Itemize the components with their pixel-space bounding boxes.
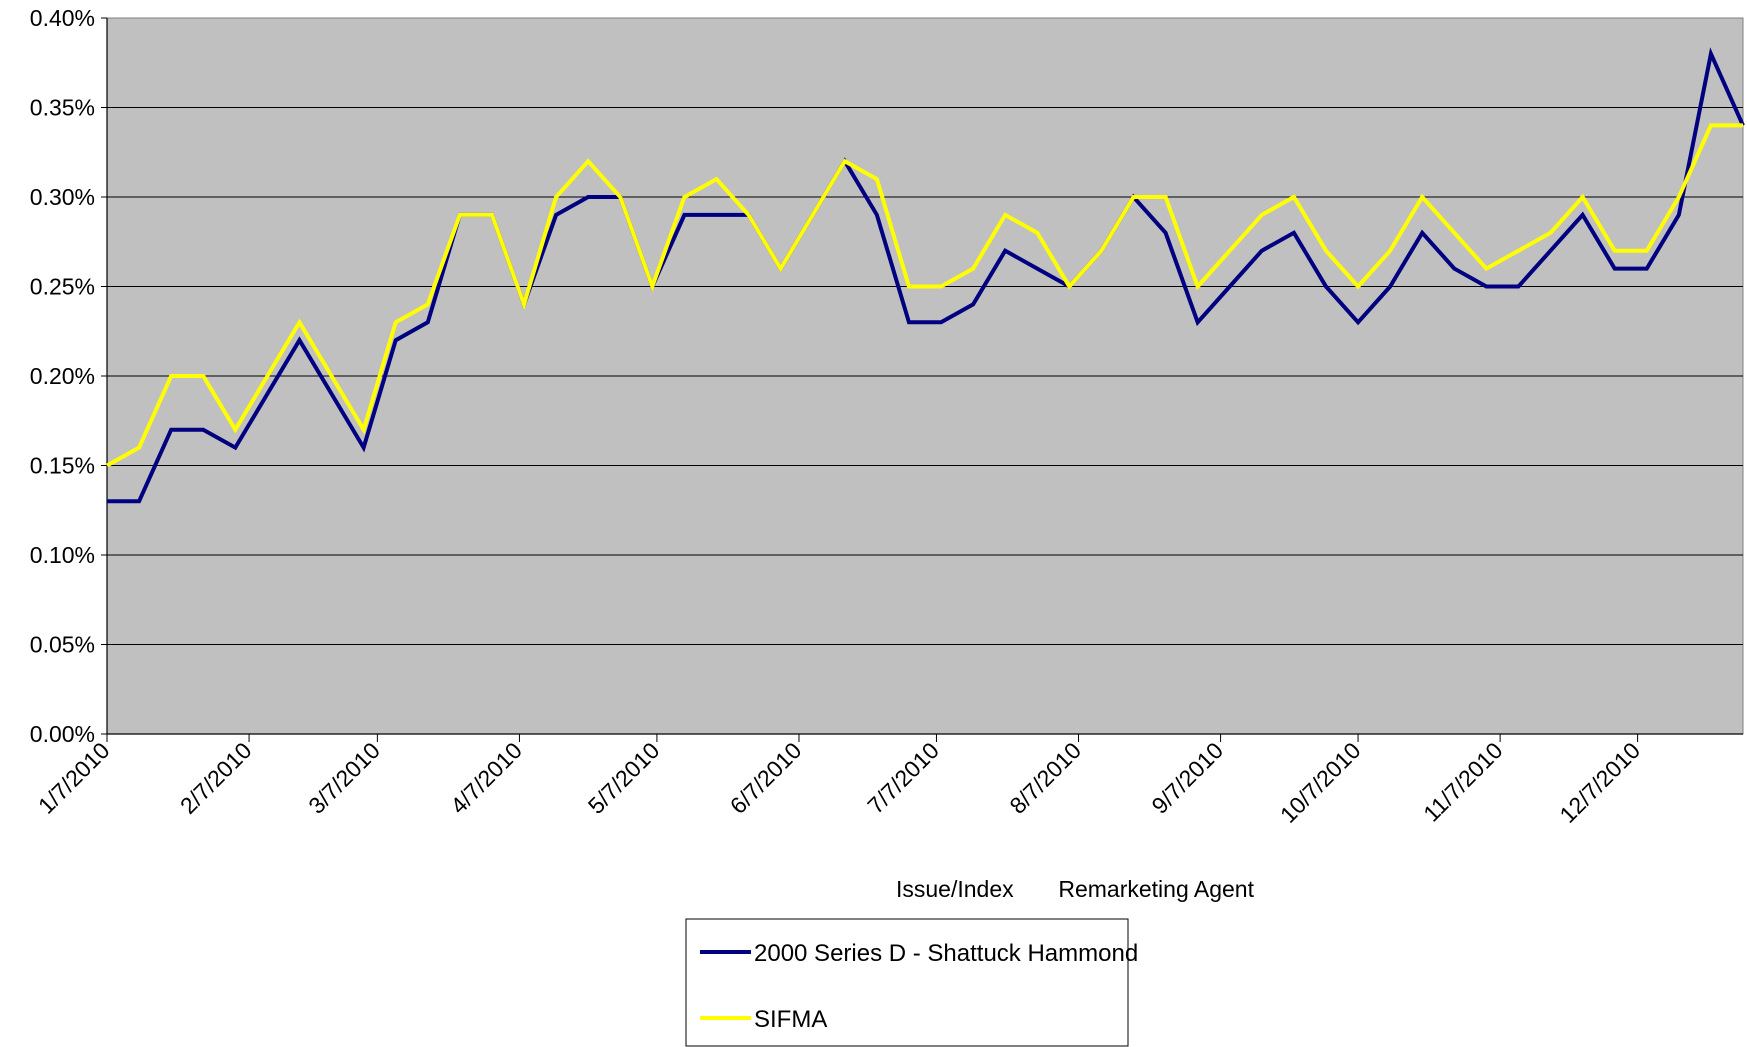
x-axis-title: Issue/Index Remarketing Agent (896, 876, 1255, 902)
series-line-0 (107, 47, 1745, 504)
x-tick-label: 3/7/2010 (303, 737, 385, 819)
legend-label-0: 2000 Series D - Shattuck Hammond (754, 940, 1138, 967)
y-tick-label: 0.35% (30, 95, 95, 121)
y-tick-label: 0.30% (30, 184, 95, 210)
series-line-1 (106, 123, 1743, 468)
y-tick-label: 0.00% (30, 721, 95, 747)
y-tick-label: 0.40% (30, 5, 95, 31)
x-tick-label: 12/7/2010 (1554, 737, 1645, 828)
x-tick-label: 1/7/2010 (33, 737, 115, 819)
x-tick-label: 9/7/2010 (1146, 737, 1228, 819)
x-tick-label: 6/7/2010 (725, 737, 807, 819)
x-tick-label: 8/7/2010 (1004, 737, 1086, 819)
y-tick-label: 0.05% (30, 632, 95, 658)
x-tick-label: 11/7/2010 (1418, 737, 1508, 827)
x-tick-label: 4/7/2010 (445, 737, 527, 819)
y-tick-label: 0.25% (30, 274, 95, 300)
x-tick-label: 5/7/2010 (583, 737, 665, 819)
y-tick-label: 0.20% (30, 363, 95, 389)
legend-label-1: SIFMA (754, 1006, 827, 1033)
x-tick-label: 2/7/2010 (175, 737, 257, 819)
series-lines (106, 47, 1745, 504)
x-tick-label: 10/7/2010 (1275, 737, 1366, 828)
y-tick-label: 0.10% (30, 542, 95, 568)
legend: 2000 Series D - Shattuck Hammond SIFMA (685, 918, 1138, 1047)
legend-box (685, 918, 1129, 1047)
axes (101, 17, 1743, 742)
y-tick-label: 0.15% (30, 453, 95, 479)
x-tick-label: 7/7/2010 (862, 737, 944, 819)
